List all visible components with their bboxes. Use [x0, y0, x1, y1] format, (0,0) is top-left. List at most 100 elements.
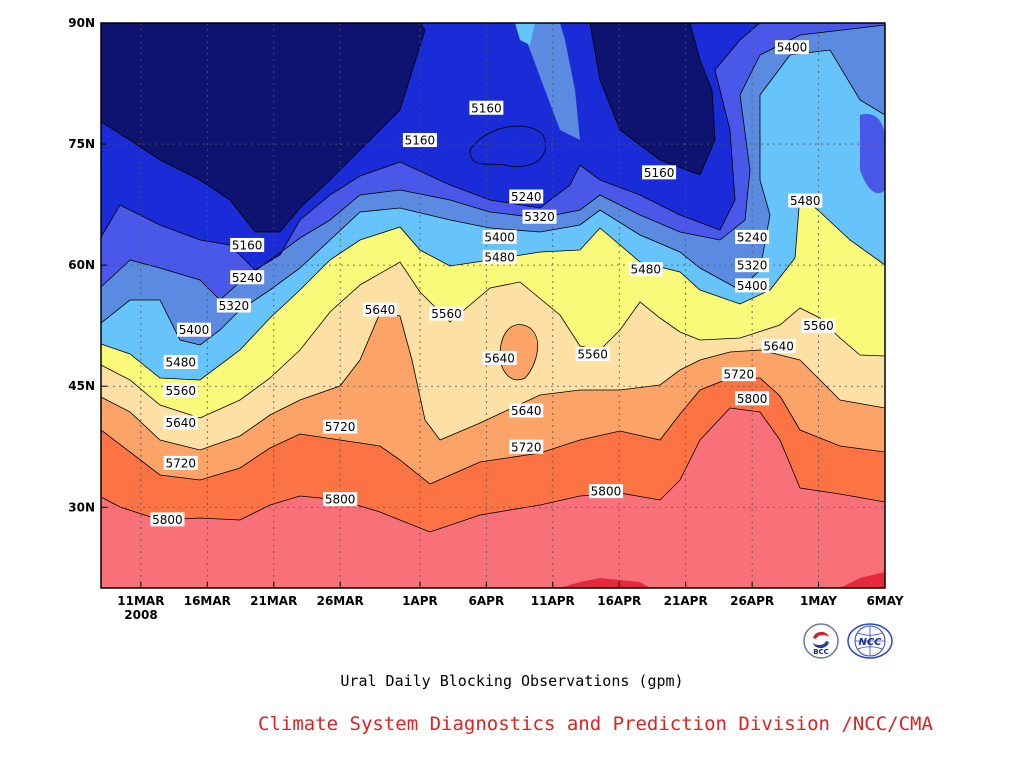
- plot-frame: [100, 22, 886, 589]
- y-tick-label: 90N: [68, 16, 95, 30]
- contour-label: 5560: [801, 318, 836, 333]
- contour-label: 5400: [774, 40, 809, 55]
- svg-text:5720: 5720: [511, 440, 542, 454]
- contour-label: 5320: [735, 258, 770, 273]
- svg-text:5560: 5560: [165, 384, 196, 398]
- svg-text:5480: 5480: [790, 194, 821, 208]
- svg-text:5800: 5800: [152, 513, 183, 527]
- contour-line-5640-closed: [499, 324, 539, 381]
- svg-text:5320: 5320: [524, 210, 555, 224]
- svg-text:5240: 5240: [737, 230, 768, 244]
- contour-label: 5240: [230, 270, 265, 285]
- svg-text:5640: 5640: [165, 416, 196, 430]
- contour-label: 5160: [642, 165, 677, 180]
- contour-label: 5640: [482, 350, 517, 365]
- fill-band-5240-east: [860, 113, 885, 194]
- contour-label: 5480: [628, 262, 663, 277]
- svg-text:5640: 5640: [484, 351, 515, 365]
- ncc-logo: NCC: [847, 623, 893, 659]
- contour-line-5560: [101, 261, 885, 419]
- contour-label: 5400: [482, 229, 517, 244]
- contour-line-5800: [101, 407, 885, 533]
- contour-label: 5640: [509, 403, 544, 418]
- contour-label: 5240: [509, 189, 544, 204]
- svg-text:5240: 5240: [232, 271, 263, 285]
- y-tick-label: 30N: [68, 500, 95, 514]
- svg-text:5800: 5800: [325, 493, 356, 507]
- contour-label: 5160: [469, 100, 504, 115]
- fill-band-5400-patch: [515, 23, 535, 45]
- contour-line-5160-east: [589, 23, 716, 176]
- contour-label: 5480: [163, 355, 198, 370]
- x-tick-labels: 11MAR 16MAR 21MAR 26MAR 1APR 6APR 11APR 16APR 21…: [117, 594, 904, 608]
- contour-label: 5800: [588, 484, 623, 499]
- chart-caption: Ural Daily Blocking Observations (gpm): [340, 672, 684, 690]
- contour-label: 5640: [163, 415, 198, 430]
- contour-label: 5640: [761, 338, 796, 353]
- x-tick-label: 21MAR: [250, 594, 297, 608]
- contour-label: 5480: [788, 193, 823, 208]
- contour-label: 5800: [323, 492, 358, 507]
- svg-text:5480: 5480: [484, 251, 515, 265]
- contour-line-5240: [101, 23, 761, 271]
- contour-line-5160-closed: [469, 125, 546, 168]
- y-tick-label: 60N: [68, 258, 95, 272]
- contour-label: 5320: [216, 298, 251, 313]
- contour-label: 5800: [150, 512, 185, 527]
- y-tick-label: 75N: [68, 137, 95, 151]
- svg-text:5240: 5240: [511, 190, 542, 204]
- contour-label: 5160: [230, 237, 265, 252]
- contour-label: 5560: [429, 306, 464, 321]
- fill-band-below-5160: [101, 23, 425, 232]
- svg-text:5640: 5640: [763, 339, 794, 353]
- svg-text:5160: 5160: [644, 166, 675, 180]
- y-tick-label: 45N: [68, 379, 95, 393]
- x-tick-label: 1MAY: [800, 594, 837, 608]
- contour-line-5640: [101, 312, 885, 451]
- svg-text:5400: 5400: [179, 323, 210, 337]
- contour-chart: 11MAR 16MAR 21MAR 26MAR 1APR 6APR 11APR 16APR 21…: [68, 16, 904, 622]
- svg-text:5560: 5560: [577, 347, 608, 361]
- x-tick-label: 1APR: [402, 594, 438, 608]
- svg-text:5480: 5480: [631, 263, 662, 277]
- svg-text:5160: 5160: [405, 134, 436, 148]
- svg-text:5720: 5720: [165, 456, 196, 470]
- x-tick-label: 6APR: [469, 594, 505, 608]
- svg-text:5400: 5400: [777, 41, 808, 55]
- svg-text:5560: 5560: [431, 307, 462, 321]
- contour-label: 5720: [509, 439, 544, 454]
- contour-label: 5400: [735, 278, 770, 293]
- svg-text:5720: 5720: [325, 420, 356, 434]
- x-tick-label: 16APR: [597, 594, 641, 608]
- x-tick-label: 21APR: [664, 594, 708, 608]
- svg-text:NCC: NCC: [858, 637, 882, 648]
- contour-label: 5160: [402, 133, 437, 148]
- fill-band-below-5160-east: [590, 23, 715, 175]
- year-label: 2008: [124, 608, 157, 622]
- contour-label: 5560: [575, 346, 610, 361]
- credit-line: Climate System Diagnostics and Predictio…: [258, 713, 933, 735]
- svg-text:5640: 5640: [365, 303, 396, 317]
- svg-text:5720: 5720: [724, 368, 755, 382]
- grid-lines: [101, 23, 885, 588]
- svg-text:5560: 5560: [803, 319, 834, 333]
- contour-labels: 5160 5160 5160 5160 5240 5240 5240 5320 5320 5320…: [150, 40, 836, 527]
- contour-label: 5720: [163, 455, 198, 470]
- x-tick-label: 6MAY: [866, 594, 903, 608]
- x-tick-label: 11APR: [531, 594, 575, 608]
- contour-fills: [101, 23, 885, 588]
- svg-text:5160: 5160: [232, 238, 263, 252]
- svg-text:5400: 5400: [484, 230, 515, 244]
- contour-label: 5720: [721, 367, 756, 382]
- contour-label: 5560: [163, 383, 198, 398]
- y-tick-labels: 30N 45N 60N 75N 90N: [68, 16, 95, 514]
- contour-label: 5240: [735, 229, 770, 244]
- fill-band-5320-patch: [520, 23, 580, 140]
- fill-band-5640-closed: [500, 324, 538, 380]
- contour-line-5400: [101, 49, 885, 346]
- x-tick-label: 11MAR: [117, 594, 164, 608]
- svg-text:5480: 5480: [165, 356, 196, 370]
- fill-band-5160-closed: [470, 126, 546, 167]
- axis-ticks: [101, 22, 886, 588]
- x-tick-label: 16MAR: [184, 594, 231, 608]
